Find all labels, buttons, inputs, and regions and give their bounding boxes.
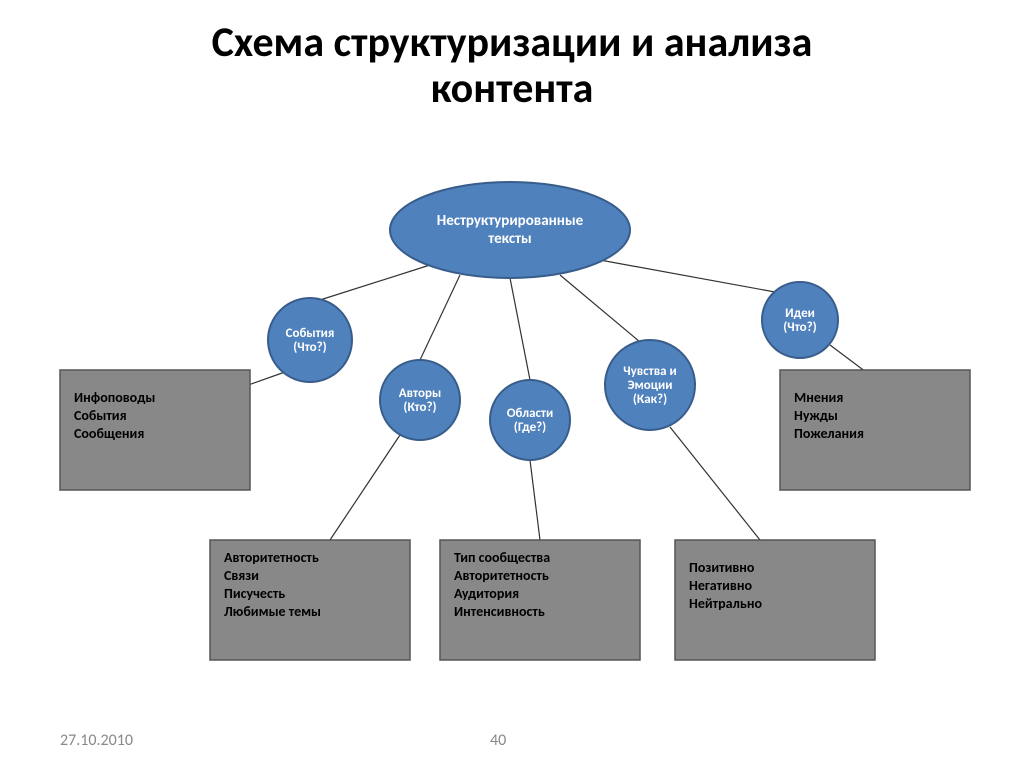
node-events-text-1: (Что?) (293, 340, 326, 355)
box-text-r-areas-3: Интенсивность (454, 603, 545, 620)
box-text-r-authors-3: Любимые темы (224, 603, 321, 620)
edge-root-areas (510, 278, 530, 380)
footer-date: 27.10.2010 (60, 731, 133, 750)
box-r-authors: АвторитетностьСвязиПисучесть Любимые тем… (210, 540, 410, 660)
edge-root-events (320, 265, 430, 300)
box-text-r-feelings-2: Нейтрально (689, 595, 762, 612)
box-text-r-ideas-0: Мнения (794, 389, 843, 406)
diagram-svg: ИнфоповодыСобытияСообщенияАвторитетность… (0, 0, 1024, 768)
node-feelings-text-2: (Как?) (633, 392, 667, 407)
node-authors: Авторы(Кто?) (380, 360, 460, 440)
node-root-text-1: тексты (488, 230, 531, 248)
node-root: Неструктурированныетексты (390, 182, 630, 278)
box-r-events: ИнфоповодыСобытияСообщения (60, 370, 250, 490)
box-r-ideas: МненияНуждыПожелания (780, 370, 970, 490)
node-ideas-text-1: (Что?) (783, 320, 816, 335)
footer-page: 40 (490, 731, 506, 750)
box-text-r-authors-2: Писучесть (224, 585, 285, 602)
node-areas: Области(Где?) (490, 380, 570, 460)
slide: Схема структуризации и анализа контента … (0, 0, 1024, 768)
node-events: События(Что?) (268, 298, 352, 382)
edge-leaf-areas (530, 460, 540, 540)
node-feelings-text-1: Эмоции (627, 378, 672, 393)
box-text-r-authors-0: Авторитетность (224, 549, 319, 566)
box-text-r-areas-1: Авторитетность (454, 567, 549, 584)
node-authors-text-0: Авторы (399, 386, 442, 401)
node-root-text-0: Неструктурированные (437, 212, 584, 230)
node-feelings: Чувства иЭмоции(Как?) (605, 340, 695, 430)
box-text-r-feelings-0: Позитивно (689, 559, 755, 576)
box-r-areas: Тип сообществаАвторитетностьАудиторияИнт… (440, 540, 640, 660)
box-text-r-events-2: Сообщения (74, 425, 144, 442)
edge-leaf-feelings (670, 427, 760, 540)
node-ideas: Идеи(Что?) (762, 282, 838, 358)
box-text-r-feelings-1: Негативно (689, 577, 752, 594)
node-areas-text-0: Области (507, 406, 553, 421)
edge-root-ideas (600, 260, 775, 292)
node-ideas-text-0: Идеи (785, 306, 815, 321)
edge-leaf-authors (330, 435, 400, 540)
box-text-r-ideas-1: Нужды (794, 407, 838, 424)
node-authors-text-1: (Кто?) (403, 400, 436, 415)
box-r-feelings: ПозитивноНегативноНейтрально (675, 540, 875, 660)
box-text-r-areas-2: Аудитория (454, 585, 519, 602)
edge-root-feelings (560, 275, 640, 342)
box-text-r-areas-0: Тип сообщества (454, 549, 550, 566)
node-feelings-text-0: Чувства и (623, 364, 677, 379)
box-text-r-ideas-2: Пожелания (794, 425, 864, 442)
box-text-r-events-1: События (74, 407, 127, 424)
edge-root-authors (420, 275, 460, 360)
node-areas-text-1: (Где?) (514, 420, 546, 435)
box-text-r-authors-1: Связи (224, 567, 259, 584)
box-text-r-events-0: Инфоповоды (74, 389, 155, 406)
node-events-text-0: События (286, 326, 335, 341)
